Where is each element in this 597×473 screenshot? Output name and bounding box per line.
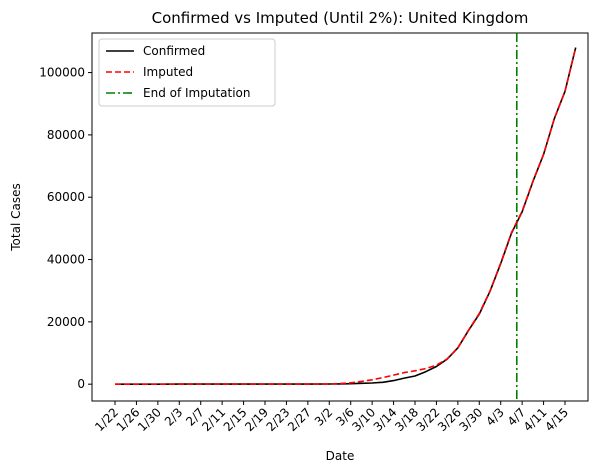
x-tick-label: 1/26 xyxy=(114,405,143,434)
x-tick-label: 3/18 xyxy=(392,405,421,434)
x-tick-label: 3/10 xyxy=(349,405,378,434)
x-tick-label: 3/26 xyxy=(435,405,464,434)
x-axis-ticks: 1/221/261/302/32/72/112/152/192/232/273/… xyxy=(92,401,571,434)
legend-imputed-label: Imputed xyxy=(143,65,193,79)
x-tick-label: 2/27 xyxy=(285,405,314,434)
imputed-series-line xyxy=(115,47,577,385)
x-tick-label: 4/15 xyxy=(542,405,571,434)
x-tick-label: 3/14 xyxy=(371,405,400,434)
x-tick-label: 3/30 xyxy=(456,405,485,434)
x-axis-label: Date xyxy=(326,449,355,463)
y-tick-label: 100000 xyxy=(39,66,85,80)
x-tick-label: 2/11 xyxy=(199,405,228,434)
x-tick-label: 2/15 xyxy=(221,405,250,434)
y-tick-label: 0 xyxy=(77,377,85,391)
x-tick-label: 4/11 xyxy=(521,405,550,434)
x-tick-label: 2/19 xyxy=(242,405,271,434)
x-tick-label: 4/3 xyxy=(483,405,507,429)
x-tick-label: 3/2 xyxy=(312,405,336,429)
x-tick-label: 2/23 xyxy=(264,405,293,434)
y-tick-label: 80000 xyxy=(47,128,85,142)
y-tick-label: 20000 xyxy=(47,315,85,329)
y-tick-label: 40000 xyxy=(47,253,85,267)
x-tick-label: 3/22 xyxy=(414,405,443,434)
plot-area xyxy=(91,32,589,402)
y-tick-label: 60000 xyxy=(47,190,85,204)
legend: Confirmed Imputed End of Imputation xyxy=(98,38,276,107)
y-axis-label: Total Cases xyxy=(9,183,23,251)
legend-confirmed-label: Confirmed xyxy=(143,44,205,58)
legend-box xyxy=(98,38,276,107)
chart-title: Confirmed vs Imputed (Until 2%): United … xyxy=(152,9,529,27)
x-tick-label: 1/22 xyxy=(92,405,121,434)
y-axis-ticks: 0 20000 40000 60000 80000 100000 xyxy=(39,66,92,391)
legend-end-of-imputation-label: End of Imputation xyxy=(143,86,251,100)
x-tick-label: 1/30 xyxy=(135,405,164,434)
axes-frame xyxy=(91,32,589,402)
x-tick-label: 2/3 xyxy=(162,405,186,429)
